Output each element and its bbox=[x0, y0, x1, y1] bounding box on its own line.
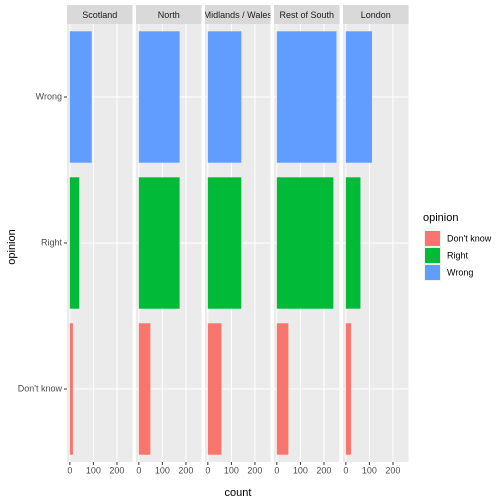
x-tick-label: 100 bbox=[293, 465, 308, 475]
x-tick-label: 100 bbox=[224, 465, 239, 475]
x-tick-label: 100 bbox=[362, 465, 377, 475]
x-tick-label: 100 bbox=[86, 465, 101, 475]
legend-label: Wrong bbox=[447, 267, 473, 277]
x-axis-title: count bbox=[225, 487, 252, 499]
x-tick-label: 0 bbox=[205, 465, 210, 475]
bar bbox=[207, 177, 242, 309]
legend-swatch bbox=[425, 265, 440, 280]
bar bbox=[276, 177, 334, 309]
bar bbox=[69, 177, 80, 309]
strip-background bbox=[67, 5, 133, 24]
y-tick-label: Right bbox=[41, 237, 63, 247]
bar bbox=[69, 31, 92, 163]
strip-background bbox=[343, 5, 409, 24]
bar bbox=[276, 31, 337, 163]
bar bbox=[345, 31, 372, 163]
x-tick-label: 0 bbox=[343, 465, 348, 475]
bar bbox=[345, 177, 361, 309]
x-tick-label: 200 bbox=[247, 465, 262, 475]
legend-label: Don't know bbox=[447, 233, 492, 243]
y-tick-label: Wrong bbox=[36, 91, 62, 101]
y-axis-title: opinion bbox=[6, 229, 18, 264]
x-tick-label: 0 bbox=[136, 465, 141, 475]
bar bbox=[138, 177, 180, 309]
bar bbox=[207, 31, 242, 163]
bar bbox=[69, 323, 73, 455]
legend-title: opinion bbox=[423, 212, 458, 224]
x-tick-label: 200 bbox=[385, 465, 400, 475]
facet-label: Scotland bbox=[82, 10, 117, 20]
y-tick-label: Don't know bbox=[18, 383, 63, 393]
x-tick-label: 200 bbox=[178, 465, 193, 475]
facet-label: London bbox=[361, 10, 391, 20]
legend-label: Right bbox=[447, 250, 469, 260]
legend-swatch bbox=[425, 248, 440, 263]
strip-background bbox=[205, 5, 271, 24]
x-tick-label: 0 bbox=[67, 465, 72, 475]
legend-swatch bbox=[425, 231, 440, 246]
strip-background bbox=[136, 5, 202, 24]
facet-label: Rest of South bbox=[279, 10, 334, 20]
bar bbox=[345, 323, 352, 455]
x-tick-label: 0 bbox=[274, 465, 279, 475]
x-tick-label: 200 bbox=[316, 465, 331, 475]
bar bbox=[138, 323, 151, 455]
bar bbox=[207, 323, 222, 455]
strip-background bbox=[274, 5, 340, 24]
bar bbox=[138, 31, 180, 163]
facet-label: North bbox=[158, 10, 180, 20]
bar bbox=[276, 323, 289, 455]
x-tick-label: 200 bbox=[109, 465, 124, 475]
x-tick-label: 100 bbox=[155, 465, 170, 475]
facet-label: Midlands / Wales bbox=[204, 10, 273, 20]
